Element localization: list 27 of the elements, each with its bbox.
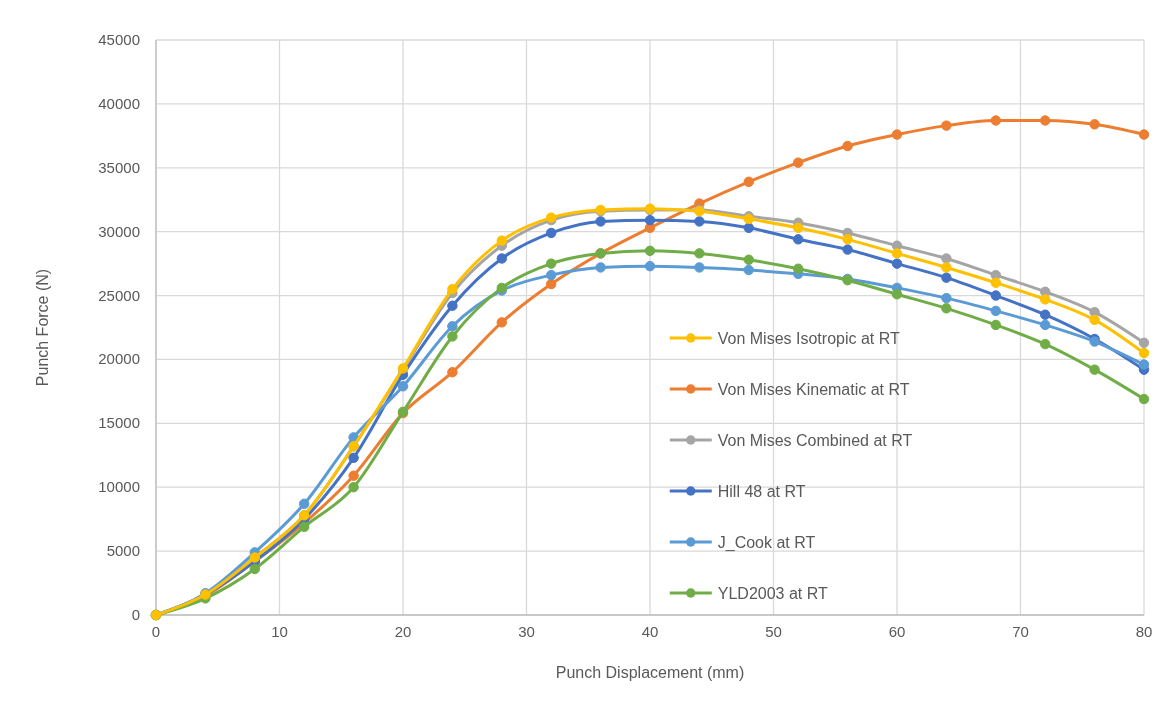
y-tick-label: 15000 (98, 414, 140, 432)
legend-label: Von Mises Kinematic at RT (717, 381, 910, 398)
y-tick-label: 20000 (98, 350, 140, 368)
x-tick-label: 30 (518, 623, 535, 640)
y-axis-title: Punch Force (N) (34, 268, 51, 387)
legend-label: Von Mises Combined at RT (717, 432, 913, 449)
y-tick-label: 5000 (106, 542, 140, 560)
y-tick-label: 30000 (98, 222, 140, 240)
legend-label: Von Mises Isotropic at RT (717, 330, 900, 347)
y-tick-label: 45000 (98, 31, 140, 48)
y-tick-label: 40000 (98, 94, 140, 112)
x-tick-label: 20 (394, 623, 412, 640)
legend-label: J_Cook at RT (717, 534, 816, 552)
y-tick-label: 10000 (98, 478, 140, 496)
x-tick-label: 0 (151, 623, 161, 640)
x-tick-label: 70 (1012, 623, 1029, 640)
y-tick-label: 35000 (98, 158, 140, 176)
x-tick-label: 10 (271, 623, 288, 640)
legend-label: Hill 48 at RT (717, 483, 806, 500)
y-tick-label: 25000 (98, 286, 140, 304)
x-tick-label: 60 (888, 623, 906, 640)
x-axis-title: Punch Displacement (mm) (555, 664, 745, 681)
x-tick-label: 80 (1135, 623, 1153, 640)
x-tick-label: 40 (641, 623, 659, 640)
x-tick-label: 50 (765, 623, 782, 640)
legend-label: YLD2003 at RT (717, 585, 828, 602)
y-tick-label: 0 (131, 606, 140, 623)
